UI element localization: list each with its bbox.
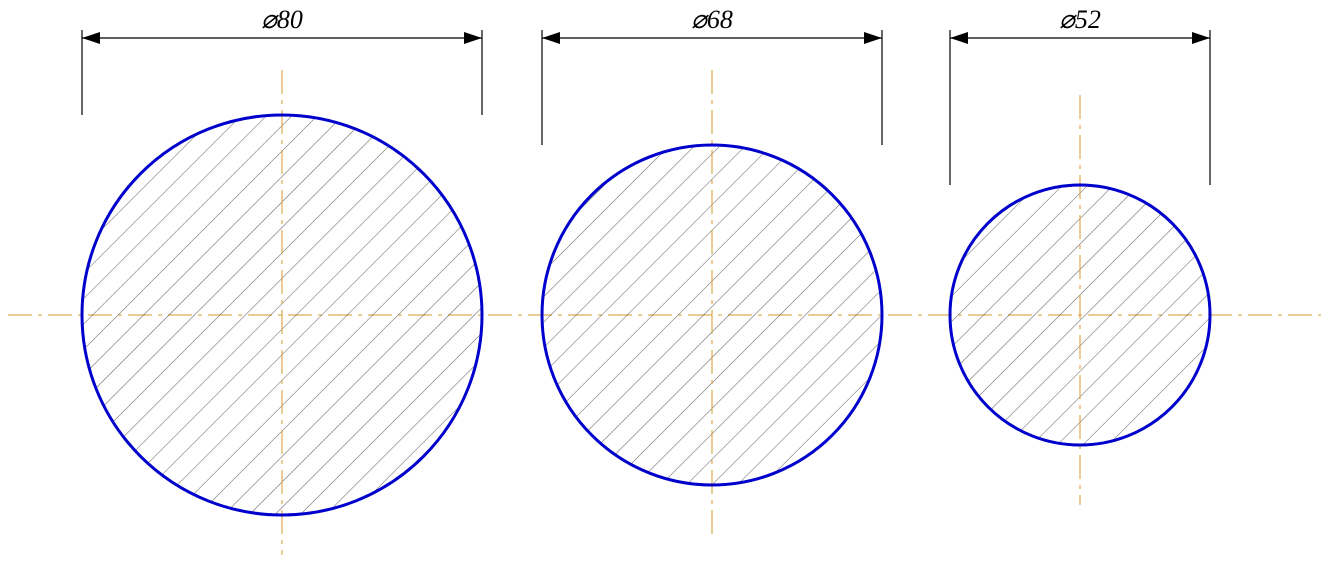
dim-label-c68: ⌀68	[691, 5, 733, 34]
dim-label-c80: ⌀80	[261, 5, 303, 34]
dim-label-c52: ⌀52	[1059, 5, 1101, 34]
drawing-canvas: ⌀80 ⌀68 ⌀52	[0, 0, 1329, 576]
